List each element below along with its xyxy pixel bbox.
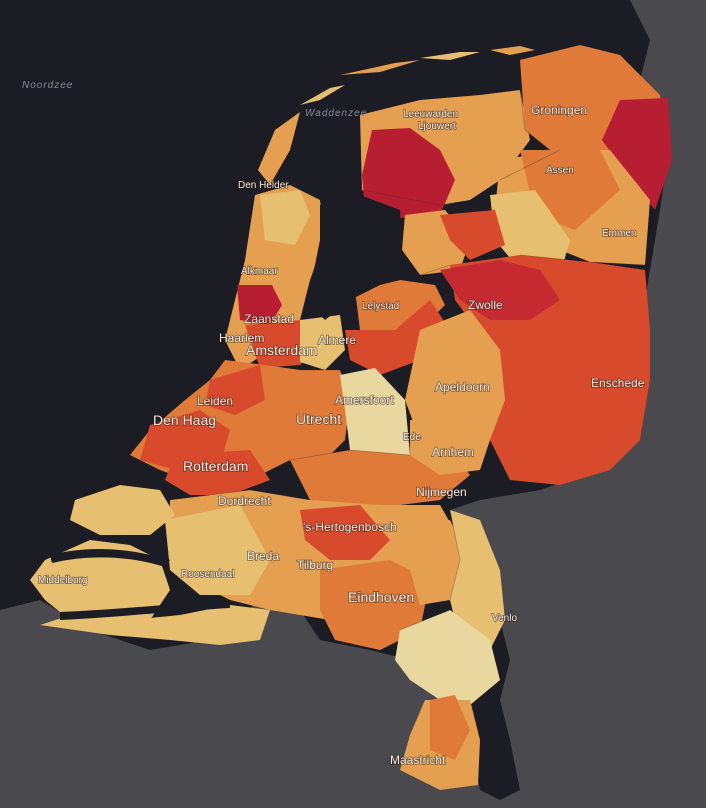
city-label-s-hertogenbosch: 's-Hertogenbosch [303,520,397,534]
city-label-lelystad: Lelystad [362,301,399,312]
city-label-breda: Breda [247,549,279,563]
region-rotterdam [165,450,270,495]
region-midden-limburg [395,610,500,705]
island-vlieland [300,85,345,105]
region-almere-gooi [300,315,345,370]
island-ameland [420,52,480,60]
city-label-zwolle: Zwolle [468,298,503,312]
region-noord-holland-top [260,190,310,245]
city-label-middelburg: Middelburg [38,575,87,586]
region-flevoland-north [355,280,445,345]
region-den-bosch [300,505,390,560]
region-west-brabant [165,505,270,595]
region-drenthe-sw [490,190,570,275]
city-label-utrecht: Utrecht [296,411,341,427]
region-noord-limburg [450,510,505,650]
city-label-zaanstad: Zaanstad [244,312,294,326]
city-label-apeldoorn: Apeldoorn [435,380,490,394]
island-texel [258,112,300,185]
region-zwolle [440,260,560,320]
city-label-dordrecht: Dordrecht [218,494,271,508]
city-label-eindhoven: Eindhoven [348,589,414,605]
city-label-alkmaar: Alkmaar [241,266,278,277]
city-label-leeuwarden: Leeuwarden [403,109,458,120]
city-label-ljouwert: Ljouwert [418,121,456,132]
water-oosterschelde [50,548,170,567]
region-zaanstad [237,285,282,325]
label-noordzee: Noordzee [22,80,73,91]
city-label-leiden: Leiden [197,394,233,408]
city-label-groningen: Groningen [531,103,587,117]
region-leiden [205,365,265,415]
region-friesland-west [362,128,455,218]
city-label-assen: Assen [546,165,574,176]
province-borders [169,89,646,631]
region-arnhem [410,420,490,475]
region-amersfoort-ede [340,368,410,460]
city-label-emmen: Emmen [602,228,636,239]
city-label-arnhem: Arnhem [432,445,474,459]
city-label-haarlem: Haarlem [219,331,264,345]
city-label-nijmegen: Nijmegen [416,485,467,499]
region-limburg-tip [430,695,470,760]
city-label-tilburg: Tilburg [297,558,333,572]
city-label-den-helder: Den Helder [238,180,289,191]
island-terschelling [340,60,420,75]
label-waddenzee: Waddenzee [305,108,367,119]
region-eindhoven [320,560,430,650]
region-steenwijk [440,210,505,260]
city-label-den-haag: Den Haag [153,412,216,428]
city-label-amersfoort: Amersfoort [335,393,394,407]
city-label-ede: Ede [403,432,421,443]
region-peel [400,520,470,605]
city-label-amsterdam: Amsterdam [246,342,318,358]
island-schiermonnikoog [490,46,535,55]
city-label-venlo: Venlo [492,613,517,624]
city-label-almere: Almere [318,333,356,347]
region-zeeland-north [70,485,175,535]
water-westerschelde [60,600,230,620]
city-label-enschede: Enschede [591,376,645,390]
city-label-rotterdam: Rotterdam [183,458,248,474]
region-utrecht [275,370,350,465]
region-veluwe [405,310,505,455]
city-label-maastricht: Maastricht [390,753,446,767]
city-label-roosendaal: Roosendaal [181,569,234,580]
region-oost-groningen [602,98,672,210]
water-ijsselmeer [305,195,420,320]
